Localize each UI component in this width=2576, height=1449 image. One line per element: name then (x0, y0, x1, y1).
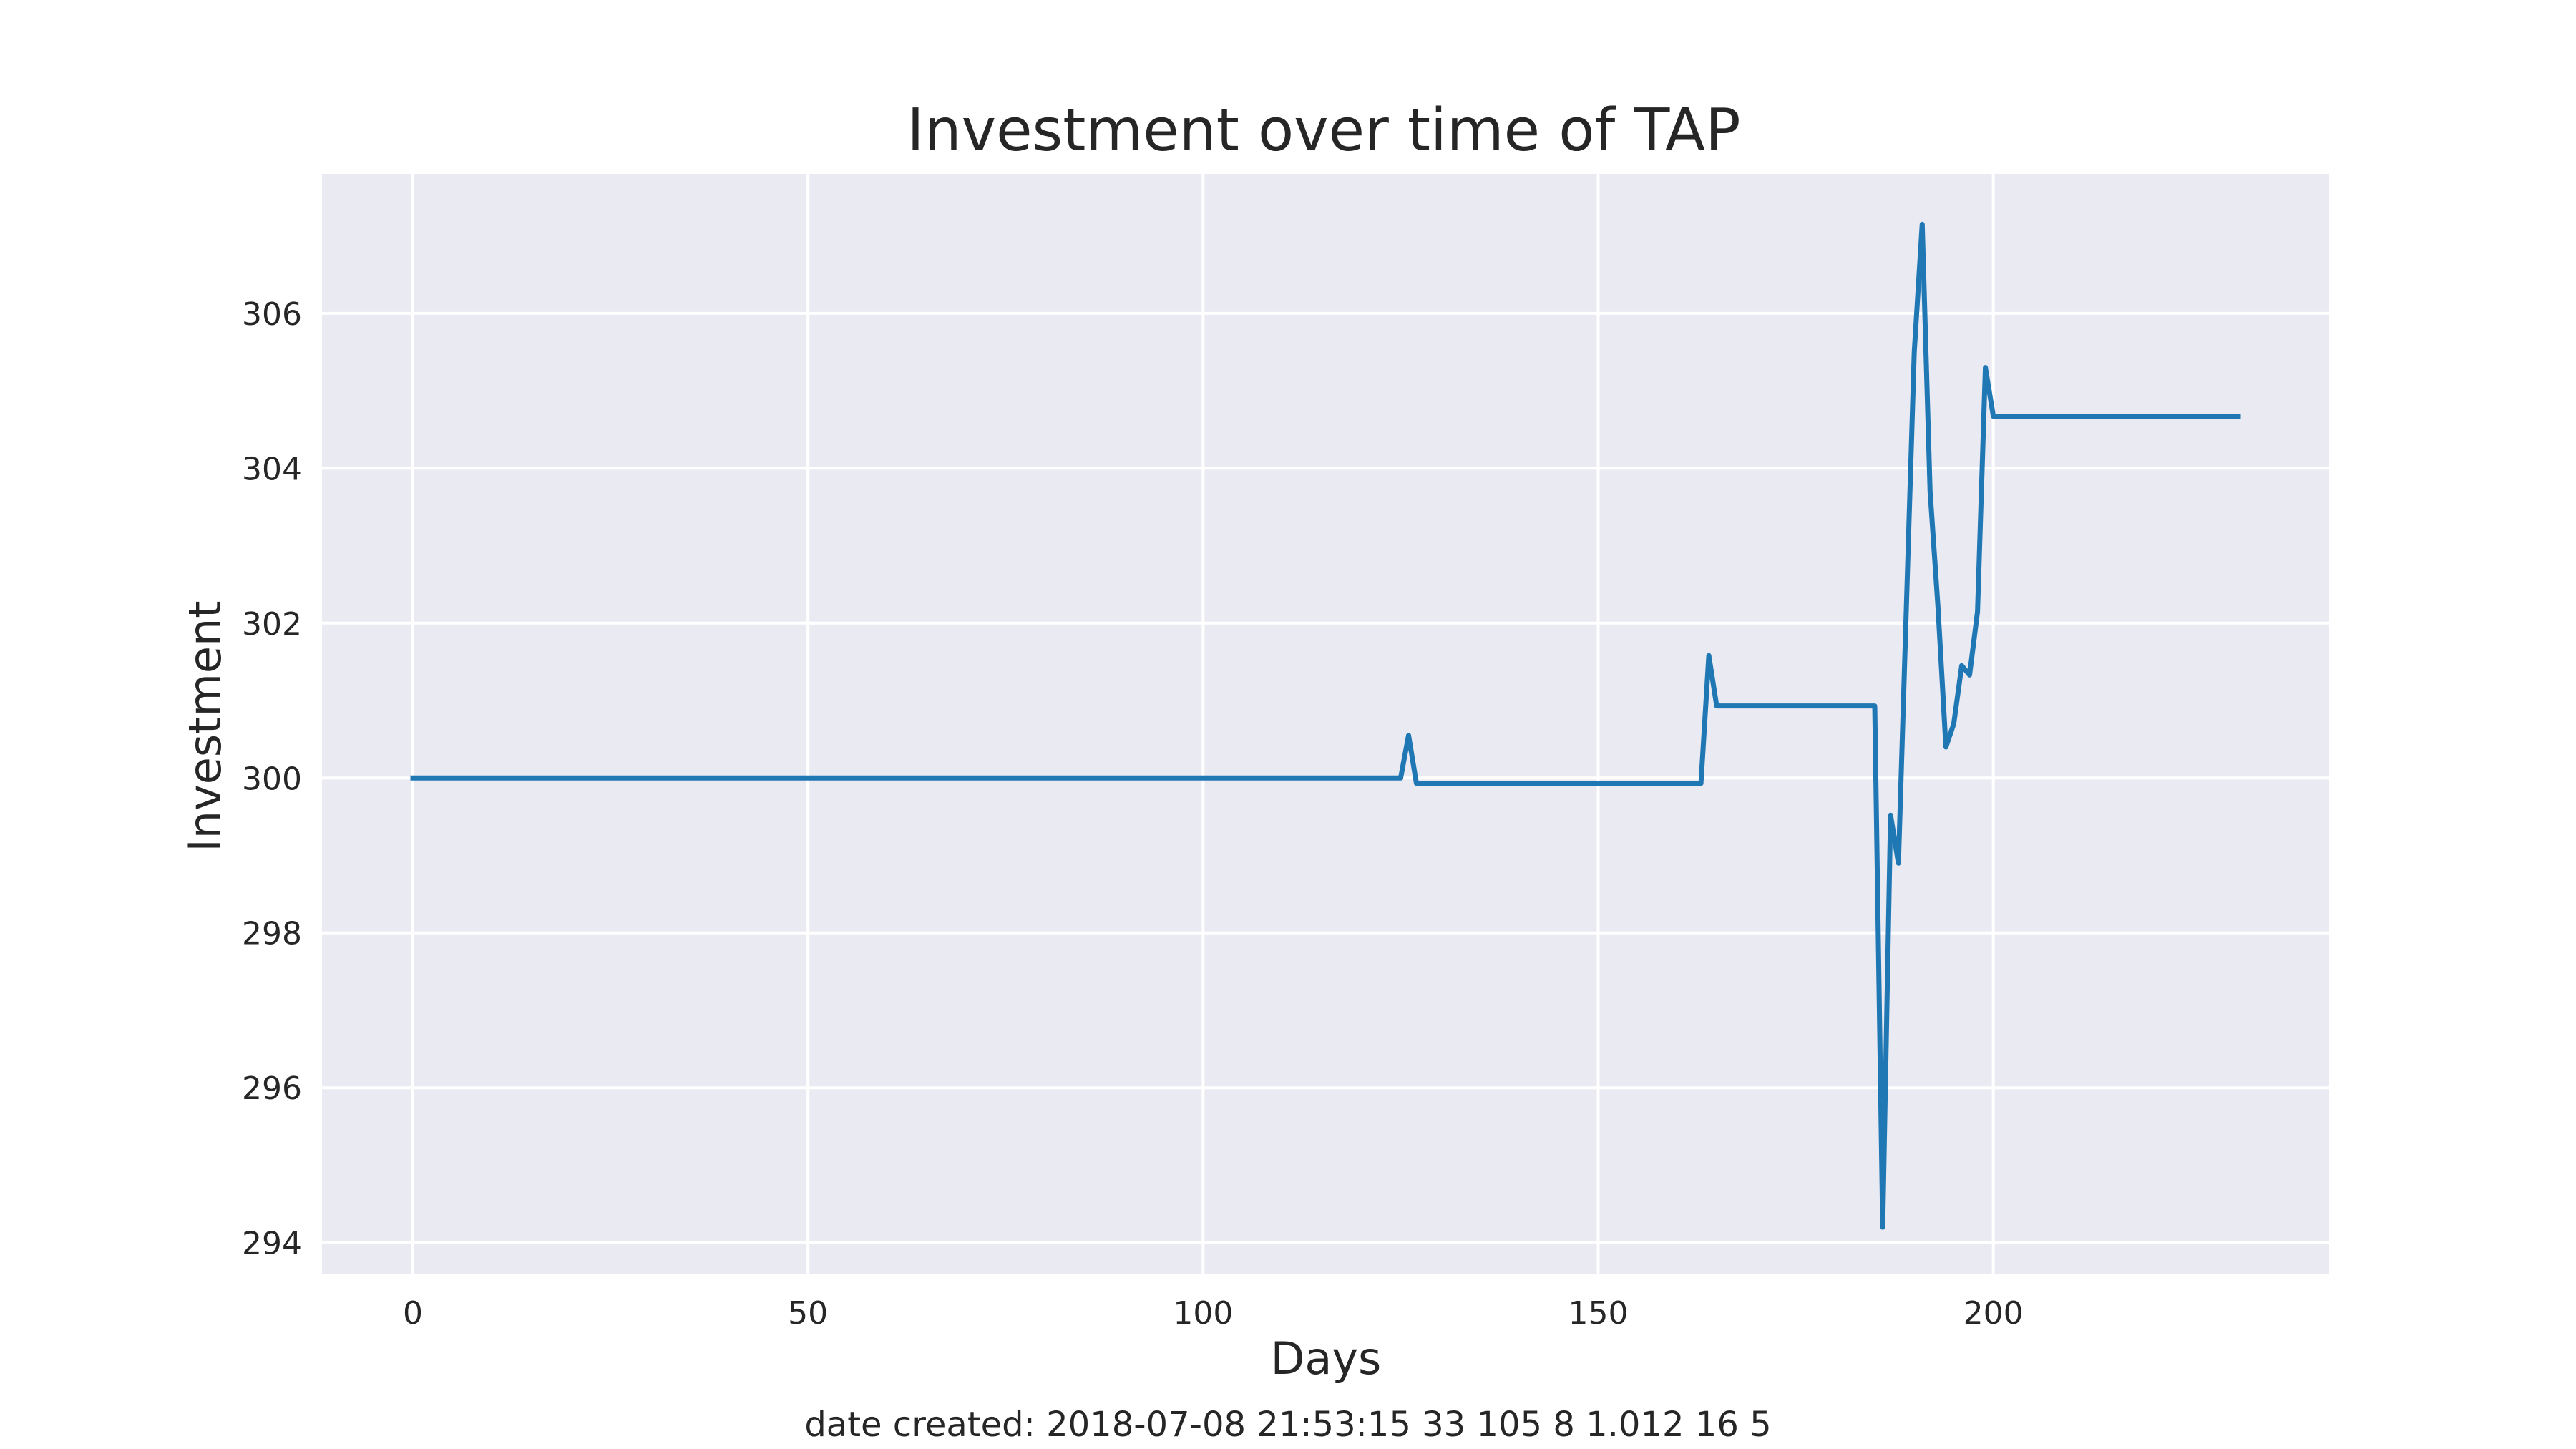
series-layer (410, 221, 2241, 1230)
x-tick-label: 50 (788, 1295, 828, 1332)
y-tick-labels: 294 296 298 300 302 304 306 (242, 296, 302, 1262)
x-axis-label: Days (1271, 1332, 1382, 1385)
x-tick-label: 200 (1963, 1295, 2024, 1332)
plot-background (322, 174, 2329, 1274)
x-tick-label: 150 (1568, 1295, 1629, 1332)
x-tick-label: 100 (1173, 1295, 1233, 1332)
chart-title: Investment over time of TAP (907, 97, 1740, 165)
y-tick-label: 306 (242, 296, 302, 333)
y-tick-label: 302 (242, 606, 302, 643)
y-tick-label: 294 (242, 1226, 302, 1262)
y-tick-label: 304 (242, 451, 302, 487)
series-line (410, 221, 2241, 1230)
y-tick-label: 298 (242, 916, 302, 952)
x-tick-labels: 0 50 100 150 200 (403, 1295, 2024, 1332)
y-tick-label: 300 (242, 761, 302, 797)
y-tick-label: 296 (242, 1070, 302, 1107)
date-created-note: date created: 2018-07-08 21:53:15 33 105… (804, 1405, 1771, 1445)
x-tick-label: 0 (403, 1295, 423, 1332)
y-axis-label: Investment (179, 600, 231, 852)
